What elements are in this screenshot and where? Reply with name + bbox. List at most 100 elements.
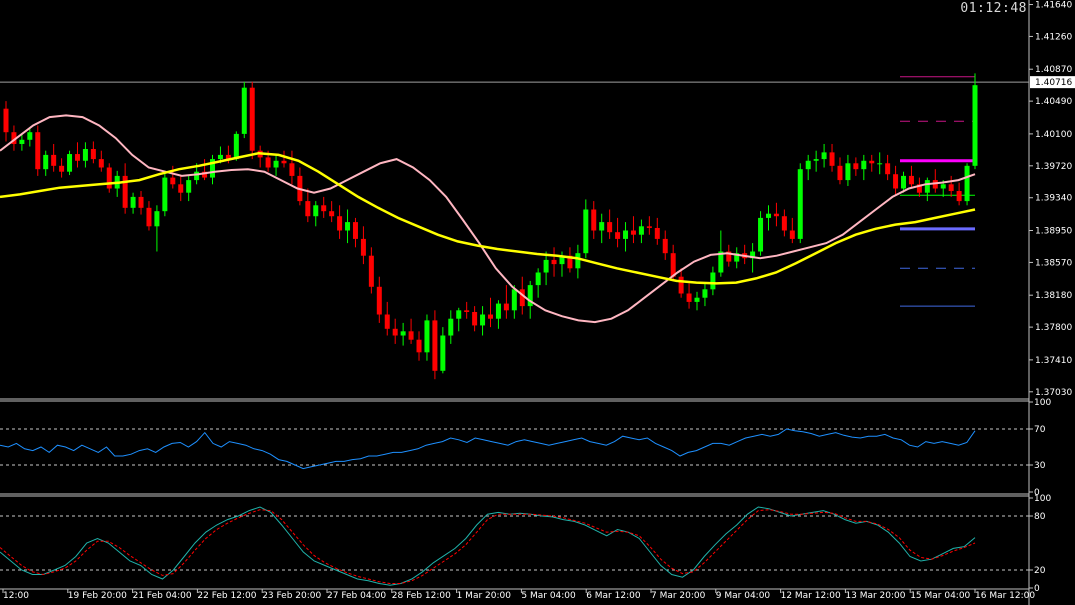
bear-candle (146, 207, 152, 227)
bull-candle (750, 251, 756, 259)
bear-candle (630, 230, 636, 235)
bear-candle (591, 209, 597, 231)
bull-candle (543, 259, 549, 273)
stochastic-pane: 100 80 20 0 (0, 494, 1051, 594)
bear-candle (98, 159, 104, 168)
bear-candle (329, 211, 335, 217)
price-tick-label: 1.39340 (1035, 194, 1072, 204)
current-price-label: 1.40716 (1035, 78, 1072, 88)
time-tick-label: 22 Feb 12:00 (197, 591, 256, 601)
bear-candle (74, 154, 80, 161)
bear-candle (337, 216, 343, 231)
bull-candle (535, 272, 541, 286)
bear-candle (646, 226, 652, 228)
bull-candle (575, 253, 581, 269)
bull-candle (861, 160, 867, 170)
time-tick-label: 9 Mar 04:00 (716, 591, 771, 601)
current-price-box (1030, 76, 1075, 89)
bull-candle (400, 331, 406, 336)
bull-candle (186, 180, 192, 193)
time-tick-label: 27 Feb 04:00 (327, 591, 386, 601)
time-tick-label: 12:00 (3, 591, 29, 601)
price-tick-label: 1.37800 (1035, 323, 1072, 333)
bear-candle (853, 163, 859, 170)
time-tick-label: 16 Mar 12:00 (975, 591, 1035, 601)
bear-candle (384, 314, 390, 329)
bear-candle (11, 132, 17, 144)
bull-candle (82, 149, 88, 161)
bull-candle (241, 87, 247, 134)
time-tick-label: 1 Mar 20:00 (457, 591, 512, 601)
bear-candle (551, 259, 557, 265)
bull-candle (924, 180, 930, 193)
time-tick-label: 12 Mar 12:00 (781, 591, 841, 601)
bear-candle (615, 232, 621, 239)
bear-candle (416, 339, 422, 353)
server-clock: 01:12:48 (960, 1, 1027, 16)
bull-candle (511, 289, 517, 311)
time-tick-label: 28 Feb 12:00 (392, 591, 451, 601)
bear-candle (289, 163, 295, 176)
time-tick-label: 19 Feb 20:00 (68, 591, 127, 601)
bear-candle (503, 303, 509, 311)
bear-candle (202, 171, 208, 178)
price-tick-label: 1.40870 (1035, 65, 1072, 75)
bull-candle (210, 159, 216, 178)
bull-candle (43, 154, 49, 170)
bull-candle (813, 159, 819, 161)
bear-candle (932, 180, 938, 189)
bear-candle (106, 167, 112, 189)
bear-candle (122, 175, 128, 208)
bull-candle (313, 205, 319, 217)
oscillator-line (0, 428, 976, 470)
bull-candle (19, 139, 25, 144)
bull-candle (27, 132, 33, 140)
time-axis: 12:00 19 Feb 20:00 21 Feb 04:00 22 Feb 12:0… (2, 589, 1035, 601)
bull-candle (797, 169, 803, 239)
bear-candle (392, 328, 398, 336)
bull-candle (162, 177, 168, 212)
bear-candle (773, 213, 779, 217)
price-tick-label: 1.37410 (1035, 356, 1072, 366)
bear-candle (567, 255, 573, 269)
bull-candle (821, 152, 827, 160)
bear-candle (225, 154, 231, 160)
bull-candle (527, 285, 533, 307)
bear-candle (368, 255, 374, 287)
bull-candle (964, 165, 970, 202)
bear-candle (869, 160, 875, 164)
oscillator-tick-label: 30 (1034, 461, 1046, 471)
slow-ma-line (0, 151, 976, 285)
bear-candle (464, 310, 470, 312)
bear-candle (472, 311, 478, 326)
moving-averages (0, 114, 976, 324)
bull-candle (734, 253, 740, 262)
bull-candle (623, 230, 629, 239)
bear-candle (893, 174, 899, 189)
bear-candle (519, 289, 525, 307)
bear-candle (956, 191, 962, 202)
bear-candle (916, 184, 922, 193)
bull-candle (448, 318, 454, 336)
bear-candle (138, 196, 144, 208)
rsi-pane: 100 70 30 0 (0, 398, 1051, 498)
bear-candle (59, 165, 65, 172)
oscillator-tick-label: 100 (1034, 494, 1051, 504)
horizontal-levels (900, 76, 975, 307)
price-tick-label: 1.41260 (1035, 32, 1072, 42)
bull-candle (194, 171, 200, 181)
price-tick-label: 1.38950 (1035, 227, 1072, 237)
fast-ma-line (0, 114, 976, 324)
bear-candle (265, 157, 271, 168)
bull-candle (154, 211, 160, 227)
bull-candle (130, 196, 136, 208)
bear-candle (376, 286, 382, 315)
bear-candle (408, 331, 414, 340)
oscillator-tick-label: 0 (1034, 584, 1040, 594)
bull-candle (845, 163, 851, 181)
bull-candle (67, 154, 73, 172)
time-tick-label: 21 Feb 04:00 (133, 591, 192, 601)
price-tick-label: 1.38180 (1035, 291, 1072, 301)
bull-candle (233, 133, 239, 160)
bull-candle (694, 297, 700, 302)
